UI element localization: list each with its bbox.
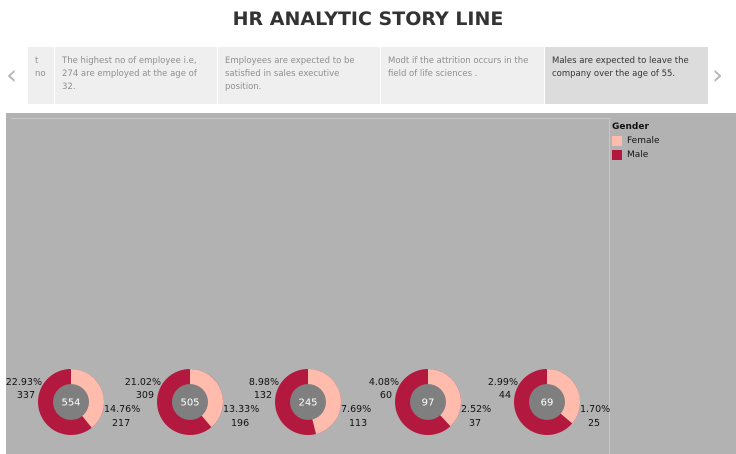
male-count-label: 60 — [380, 390, 392, 401]
donut-center — [529, 384, 565, 420]
female-percent-label: 14.76% — [104, 404, 140, 415]
female-percent-label: 13.33% — [223, 404, 259, 415]
story-point-5-text: Males are expected to leave the company … — [552, 56, 689, 79]
female-count-label: 113 — [349, 418, 367, 429]
female-count-label: 37 — [469, 418, 481, 429]
female-percent-label: 2.52% — [461, 404, 491, 415]
donut-total-label: 554 — [61, 398, 80, 409]
donut-center — [410, 384, 446, 420]
male-count-label: 309 — [136, 390, 154, 401]
legend-title: Gender — [612, 122, 649, 132]
legend-item-female[interactable]: Female — [612, 134, 660, 148]
donut-5[interactable]: 69 — [514, 369, 581, 435]
male-count-label: 44 — [499, 390, 511, 401]
story-point-4[interactable]: Modt if the attrition occurs in the fiel… — [381, 47, 544, 104]
story-point-1[interactable]: t no — [28, 47, 54, 104]
male-percent-label: 21.02% — [125, 377, 161, 388]
legend-item-male[interactable]: Male — [612, 148, 660, 162]
donut-3[interactable]: 245 — [275, 369, 342, 435]
story-divider — [544, 47, 545, 104]
story-point-4-text: Modt if the attrition occurs in the fiel… — [388, 56, 529, 79]
story-point-2[interactable]: The highest no of employee i.e, 274 are … — [55, 47, 217, 104]
donut-center — [53, 384, 89, 420]
legend-label-male: Male — [627, 150, 649, 160]
female-count-label: 196 — [231, 418, 249, 429]
male-percent-label: 22.93% — [6, 377, 42, 388]
female-percent-label: 1.70% — [580, 404, 610, 415]
male-percent-label: 2.99% — [488, 377, 518, 388]
male-swatch — [612, 150, 622, 160]
donut-total-label: 69 — [541, 398, 554, 409]
dashboard-area: Gender Female Male 554 22.93% 337 14.76% 217… — [6, 113, 736, 454]
donut-total-label: 505 — [180, 398, 199, 409]
donut-center — [172, 384, 208, 420]
previous-story-point-arrow[interactable]: ‹ — [6, 58, 18, 91]
donut-1[interactable]: 554 — [38, 369, 105, 435]
chart-pane — [11, 118, 610, 454]
page-title: HR ANALYTIC STORY LINE — [232, 8, 504, 30]
donut-center — [290, 384, 326, 420]
story-point-3-text: Employees are expected to be satisfied i… — [225, 56, 355, 92]
story-divider — [54, 47, 55, 104]
male-percent-label: 8.98% — [249, 377, 279, 388]
next-story-point-arrow[interactable]: › — [712, 58, 724, 91]
story-point-5-active[interactable]: Males are expected to leave the company … — [545, 47, 708, 104]
donut-2[interactable]: 505 — [157, 369, 223, 435]
story-divider — [380, 47, 381, 104]
gender-legend: Gender Female Male — [612, 122, 660, 162]
donut-total-label: 97 — [422, 398, 435, 409]
male-percent-label: 4.08% — [369, 377, 399, 388]
story-navigator: t no The highest no of employee i.e, 274… — [28, 47, 709, 104]
male-count-label: 337 — [17, 390, 35, 401]
story-divider — [217, 47, 218, 104]
female-percent-label: 7.69% — [341, 404, 371, 415]
donut-total-label: 245 — [298, 398, 317, 409]
legend-label-female: Female — [627, 136, 660, 146]
donut-4[interactable]: 97 — [395, 369, 462, 435]
female-count-label: 217 — [112, 418, 130, 429]
story-point-1-text: t no — [35, 56, 46, 79]
female-swatch — [612, 136, 622, 146]
story-point-2-text: The highest no of employee i.e, 274 are … — [62, 56, 197, 92]
female-count-label: 25 — [588, 418, 600, 429]
donut-charts: 554 22.93% 337 14.76% 217 505 21.02% 309 13.33% 1… — [6, 369, 610, 435]
story-point-3[interactable]: Employees are expected to be satisfied i… — [218, 47, 380, 104]
male-count-label: 132 — [254, 390, 272, 401]
